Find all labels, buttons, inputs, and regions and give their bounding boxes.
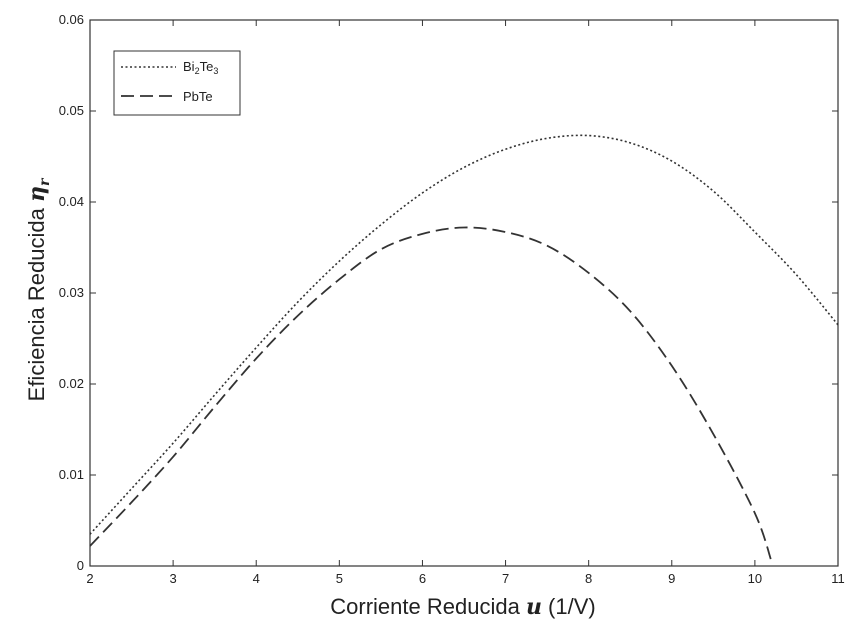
axis-ticks: 2 3 4 5 6 7 8 9 10 11 0 0.01 0.02 0.03 0.04 0.05 0.06: [59, 12, 845, 586]
x-tick-label: 8: [585, 571, 592, 586]
x-tick-label: 7: [502, 571, 509, 586]
x-tick-label: 9: [668, 571, 675, 586]
legend-label-pbte: PbTe: [183, 89, 213, 104]
x-tick-label: 2: [86, 571, 93, 586]
y-tick-label: 0.01: [59, 467, 84, 482]
y-tick-label: 0.05: [59, 103, 84, 118]
legend: Bi2Te3 PbTe: [113, 50, 241, 116]
series-layer: [89, 134, 839, 562]
series-line-pbte: [89, 226, 773, 562]
y-tick-label: 0: [77, 558, 84, 573]
x-tick-label: 4: [253, 571, 260, 586]
x-tick-label: 3: [169, 571, 176, 586]
x-tick-label: 6: [419, 571, 426, 586]
legend-box: [113, 50, 241, 116]
y-tick-label: 0.03: [59, 285, 84, 300]
legend-label-bi2te3: Bi2Te3: [183, 59, 218, 76]
x-tick-label: 10: [748, 571, 762, 586]
x-axis-title: Corriente Reducida u (1/V): [330, 594, 595, 620]
y-tick-label: 0.04: [59, 194, 84, 209]
y-axis-title: Eficiencia Reducida ηr: [24, 177, 53, 401]
x-tick-label: 11: [831, 571, 845, 586]
x-tick-label: 5: [336, 571, 343, 586]
y-tick-label: 0.02: [59, 376, 84, 391]
y-tick-label: 0.06: [59, 12, 84, 27]
series-line-bi2te3: [89, 134, 839, 535]
